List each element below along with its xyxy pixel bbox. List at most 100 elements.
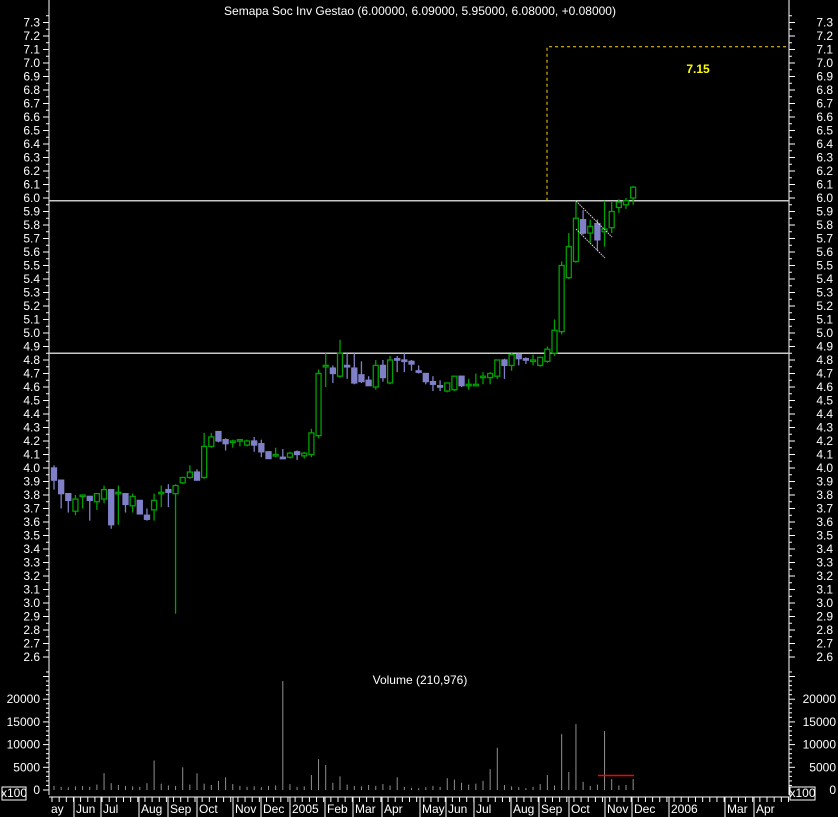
candle-body: [208, 436, 215, 448]
price-tick-label: 3.7: [23, 502, 40, 516]
price-tick-label: 4.6: [816, 380, 833, 394]
unit-badge-label: x100: [1, 786, 27, 800]
volume-tick-label: 5000: [809, 760, 836, 774]
price-tick-label: 6.7: [816, 97, 833, 111]
price-tick-label: 3.8: [23, 488, 40, 502]
price-tick-label: 3.5: [816, 529, 833, 543]
price-tick-label: 5.2: [816, 299, 833, 313]
volume-label: Volume (210,976): [373, 673, 468, 687]
x-tick-label: Sep: [541, 802, 563, 816]
price-tick-label: 4.4: [23, 407, 40, 421]
candle-body: [587, 225, 594, 234]
price-tick-label: 7.2: [23, 29, 40, 43]
candle-body: [579, 218, 587, 234]
candle-body: [465, 383, 472, 387]
candle-body: [150, 499, 158, 511]
price-tick-label: 4.9: [816, 340, 833, 354]
candle-body: [93, 492, 101, 503]
price-tick-label: 5.5: [816, 259, 833, 273]
candle-body: [458, 375, 465, 387]
candle-body: [293, 451, 301, 456]
price-tick-label: 5.6: [23, 245, 40, 259]
price-tick-label: 4.8: [816, 353, 833, 367]
candle-body: [72, 498, 79, 512]
price-tick-label: 7.3: [816, 16, 833, 30]
candle-body: [394, 357, 401, 361]
candle-body: [486, 372, 494, 379]
candle-body: [594, 222, 601, 241]
price-tick-label: 6.0: [816, 191, 833, 205]
candle-body: [565, 245, 572, 279]
x-tick-label: Nov: [235, 802, 256, 816]
x-tick-label: Oct: [571, 802, 590, 816]
unit-badge: [1, 786, 27, 801]
price-tick-label: 3.2: [816, 569, 833, 583]
price-tick-label: 6.0: [23, 191, 40, 205]
x-tick-label: Aug: [141, 802, 162, 816]
price-tick-label: 5.3: [816, 286, 833, 300]
candle-body: [558, 264, 565, 333]
x-tick-label: Apr: [384, 802, 403, 816]
price-tick-label: 4.7: [816, 367, 833, 381]
price-tick-label: 6.4: [23, 137, 40, 151]
price-tick-label: 3.9: [23, 475, 40, 489]
annotations: 7.15: [546, 46, 789, 259]
candle-body: [243, 440, 251, 446]
price-tick-label: 7.2: [816, 29, 833, 43]
candle-body: [472, 383, 480, 387]
price-tick-label: 4.6: [23, 380, 40, 394]
candle-body: [193, 471, 201, 481]
candle-body: [222, 438, 229, 445]
price-tick-label: 4.3: [816, 421, 833, 435]
chart-title: Semapa Soc Inv Gestao (6.00000, 6.09000,…: [224, 4, 616, 18]
candle-body: [215, 430, 222, 442]
price-tick-label: 6.5: [816, 124, 833, 138]
price-tick-label: 7.1: [23, 43, 40, 57]
price-tick-label: 7.1: [816, 43, 833, 57]
price-tick-label: 6.9: [23, 70, 40, 84]
unit-badge: [789, 786, 816, 801]
candle-body: [136, 499, 143, 515]
candle-body: [429, 380, 437, 385]
candle-body: [129, 495, 136, 507]
price-tick-label: 3.0: [816, 596, 833, 610]
x-tick-label: Oct: [199, 802, 218, 816]
price-tick-label: 2.8: [23, 623, 40, 637]
price-tick-label: 5.4: [816, 272, 833, 286]
price-tick-label: 5.4: [23, 272, 40, 286]
price-tick-label: 4.2: [816, 434, 833, 448]
x-tick-label: Jul: [476, 802, 491, 816]
x-tick-label: 2006: [671, 802, 698, 816]
x-tick-label: May: [422, 802, 445, 816]
price-tick-label: 5.0: [23, 326, 40, 340]
candle-body: [315, 372, 322, 437]
candle-body: [322, 364, 329, 368]
price-tick-label: 7.0: [816, 56, 833, 70]
unit-badge-label: x100: [789, 786, 815, 800]
channel-line-lower: [575, 228, 606, 259]
candle-body: [279, 456, 286, 460]
candle-body: [522, 357, 530, 361]
x-axis: ay Jun Jul Aug Sep Oct Nov Dec 2005 Feb Mar Apr May J…: [49, 796, 789, 817]
x-tick-label: Jun: [76, 802, 95, 816]
volume-bars: [53, 681, 634, 790]
price-tick-label: 5.1: [23, 313, 40, 327]
price-tick-label: 5.8: [23, 218, 40, 232]
candle-body: [365, 379, 372, 387]
candle-body: [108, 488, 115, 526]
price-tick-label: 2.9: [816, 610, 833, 624]
candle-body: [65, 492, 72, 502]
price-tick-label: 4.3: [23, 421, 40, 435]
candle-body: [436, 384, 444, 388]
x-tick-label: Nov: [607, 802, 628, 816]
candle-body: [86, 495, 93, 502]
price-tick-label: 3.5: [23, 529, 40, 543]
candle-body: [336, 352, 344, 377]
candle-body: [358, 374, 365, 383]
candle-body: [444, 382, 451, 392]
x-tick-label: ay: [51, 802, 64, 816]
price-tick-label: 2.6: [23, 650, 40, 664]
price-tick-label: 7.3: [23, 16, 40, 30]
price-tick-label: 4.7: [23, 367, 40, 381]
